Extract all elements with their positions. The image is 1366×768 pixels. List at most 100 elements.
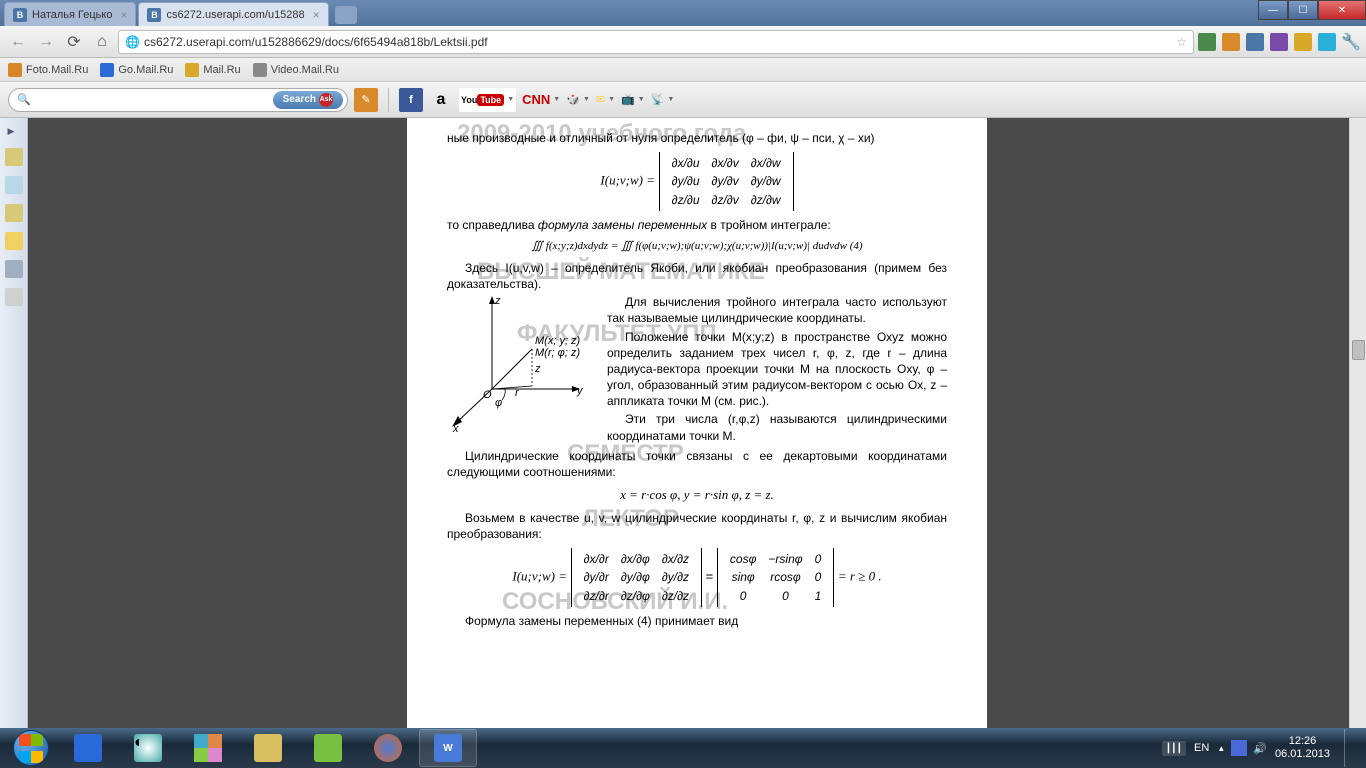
pdf-viewer[interactable]: 2009-2010 учебного годаВЫСШЕЙ МАТЕМАТИКЕ… xyxy=(28,118,1366,728)
taskbar-item-2[interactable]: ◐ xyxy=(119,729,177,767)
forward-button[interactable]: → xyxy=(34,30,58,54)
vk-icon: В xyxy=(13,8,27,22)
tab-strip: В Наталья Гецько × В cs6272.userapi.com/… xyxy=(0,0,1366,26)
tab-title: cs6272.userapi.com/u15288 xyxy=(166,9,304,21)
formula-label: I(u;v;w) = xyxy=(600,173,655,188)
search-icon: 🔍 xyxy=(17,93,31,106)
browser-window: В Наталья Гецько × В cs6272.userapi.com/… xyxy=(0,0,1366,728)
facebook-icon[interactable]: f xyxy=(399,88,423,112)
pdf-formula-4: ∭ f(x;y;z)dxdydz = ∭ f(φ(u;v;w);ψ(u;v;w)… xyxy=(447,239,947,254)
scrollbar-thumb[interactable] xyxy=(1352,340,1365,360)
pencil-icon[interactable]: ✎ xyxy=(354,88,378,112)
ext-icon-4[interactable] xyxy=(1270,33,1288,51)
bookmark-bar: Foto.Mail.Ru Go.Mail.Ru Mail.Ru Video.Ma… xyxy=(0,58,1366,82)
cnn-icon[interactable]: CNN▼ xyxy=(522,88,560,112)
chevron-down-icon: ▼ xyxy=(553,96,560,103)
feed-icon[interactable]: 📡▼ xyxy=(651,88,675,112)
window-maximize-button[interactable]: ☐ xyxy=(1288,0,1318,20)
vertical-scrollbar[interactable] xyxy=(1349,118,1366,728)
message-icon[interactable]: ✉▼ xyxy=(596,88,615,112)
taskbar-item-6[interactable] xyxy=(359,729,417,767)
search-btn-label: Search xyxy=(283,94,316,105)
app-icon xyxy=(194,734,222,762)
window-minimize-button[interactable]: — xyxy=(1258,0,1288,20)
youtube-icon[interactable]: YouTube▼ xyxy=(459,88,516,112)
reload-button[interactable]: ⟳ xyxy=(62,30,86,54)
bookmark-star-icon[interactable]: ☆ xyxy=(1176,35,1187,49)
taskbar-item-3[interactable] xyxy=(179,729,237,767)
pdf-formula-jacobian: I(u;v;w) = ∂x/∂u∂x/∂v∂x/∂w∂y/∂u∂y/∂v∂y/∂… xyxy=(447,152,947,211)
taskbar-item-5[interactable] xyxy=(299,729,357,767)
formula-label: I(u;v;w) = xyxy=(512,569,567,584)
chevron-down-icon: ▼ xyxy=(608,96,615,103)
sidebar-toggle[interactable]: ▶ xyxy=(8,126,20,138)
svg-text:y: y xyxy=(576,385,584,397)
app-icon xyxy=(314,734,342,762)
sidebar-rail: ▶ xyxy=(0,118,28,728)
close-icon[interactable]: × xyxy=(313,8,320,22)
amazon-icon[interactable]: a xyxy=(429,88,453,112)
bookmark-video[interactable]: Video.Mail.Ru xyxy=(253,63,339,77)
bookmark-label: Video.Mail.Ru xyxy=(271,64,339,76)
extension-icons: 🔧 xyxy=(1198,33,1360,51)
start-button[interactable] xyxy=(4,728,58,768)
tv-icon[interactable]: 📺▼ xyxy=(621,88,645,112)
formula-result: = r ≥ 0 . xyxy=(838,569,882,584)
bookmark-icon xyxy=(100,63,114,77)
wrench-icon[interactable]: 🔧 xyxy=(1342,33,1360,51)
taskbar-item-7[interactable]: W xyxy=(419,729,477,767)
pdf-formula-jacobian2: I(u;v;w) = ∂x/∂r∂x/∂φ∂x/∂z∂y/∂r∂y/∂φ∂y/∂… xyxy=(447,548,947,607)
bookmark-go[interactable]: Go.Mail.Ru xyxy=(100,63,173,77)
new-tab-button[interactable] xyxy=(335,6,357,24)
tray-up-icon[interactable]: ▲ xyxy=(1217,744,1225,753)
rail-icon-3[interactable] xyxy=(5,204,23,222)
show-desktop-button[interactable] xyxy=(1344,729,1356,767)
rail-icon-2[interactable] xyxy=(5,176,23,194)
tray-expand-icon[interactable]: ┃┃┃ xyxy=(1162,741,1186,756)
language-indicator[interactable]: EN xyxy=(1194,742,1209,754)
bookmark-mail[interactable]: Mail.Ru xyxy=(185,63,240,77)
toolbar-search-input[interactable]: 🔍 SearchAsk xyxy=(8,88,348,112)
rail-icon-5[interactable] xyxy=(5,260,23,278)
chevron-down-icon: ▼ xyxy=(583,96,590,103)
cnn-label: CNN xyxy=(522,92,550,107)
rail-icon-1[interactable] xyxy=(5,148,23,166)
search-button[interactable]: SearchAsk xyxy=(273,91,343,109)
ext-icon-2[interactable] xyxy=(1222,33,1240,51)
taskbar-clock[interactable]: 12:26 06.01.2013 xyxy=(1275,735,1330,761)
sound-icon[interactable]: 🔊 xyxy=(1253,742,1267,755)
pdf-text: ные производные и отличный от нуля опред… xyxy=(447,130,947,146)
chevron-down-icon: ▼ xyxy=(667,96,674,103)
content-area: ▶ 2009-2010 учебного годаВЫСШЕЙ МАТЕМАТИ… xyxy=(0,118,1366,728)
ext-icon-1[interactable] xyxy=(1198,33,1216,51)
taskbar-item-1[interactable] xyxy=(59,729,117,767)
ext-icon-5[interactable] xyxy=(1294,33,1312,51)
bookmark-label: Go.Mail.Ru xyxy=(118,64,173,76)
vk-icon: В xyxy=(147,8,161,22)
url-bar[interactable]: 🌐 cs6272.userapi.com/u152886629/docs/6f6… xyxy=(118,30,1194,54)
rail-icon-4[interactable] xyxy=(5,232,23,250)
youtube-tube: Tube xyxy=(477,94,504,106)
bookmark-label: Mail.Ru xyxy=(203,64,240,76)
ext-icon-3[interactable] xyxy=(1246,33,1264,51)
close-icon[interactable]: × xyxy=(120,8,127,22)
pdf-text: Цилиндрические координаты точки связаны … xyxy=(447,448,947,480)
pdf-page: 2009-2010 учебного годаВЫСШЕЙ МАТЕМАТИКЕ… xyxy=(407,118,987,728)
word-icon: W xyxy=(434,734,462,762)
ext-icon-6[interactable] xyxy=(1318,33,1336,51)
youtube-you: You xyxy=(461,95,477,105)
svg-text:φ: φ xyxy=(495,397,502,409)
taskbar-item-4[interactable] xyxy=(239,729,297,767)
browser-tab-1[interactable]: В Наталья Гецько × xyxy=(4,2,136,26)
rail-icon-6[interactable] xyxy=(5,288,23,306)
ask-toolbar: 🔍 SearchAsk ✎ f a YouTube▼ CNN▼ 🎲▼ ✉▼ 📺▼… xyxy=(0,82,1366,118)
svg-text:x: x xyxy=(452,423,459,434)
home-button[interactable]: ⌂ xyxy=(90,30,114,54)
navigation-bar: ← → ⟳ ⌂ 🌐 cs6272.userapi.com/u152886629/… xyxy=(0,26,1366,58)
dice-icon[interactable]: 🎲▼ xyxy=(566,88,590,112)
window-close-button[interactable]: ✕ xyxy=(1318,0,1366,20)
back-button[interactable]: ← xyxy=(6,30,30,54)
flag-icon[interactable] xyxy=(1231,740,1247,756)
browser-tab-2[interactable]: В cs6272.userapi.com/u15288 × xyxy=(138,2,328,26)
bookmark-foto[interactable]: Foto.Mail.Ru xyxy=(8,63,88,77)
